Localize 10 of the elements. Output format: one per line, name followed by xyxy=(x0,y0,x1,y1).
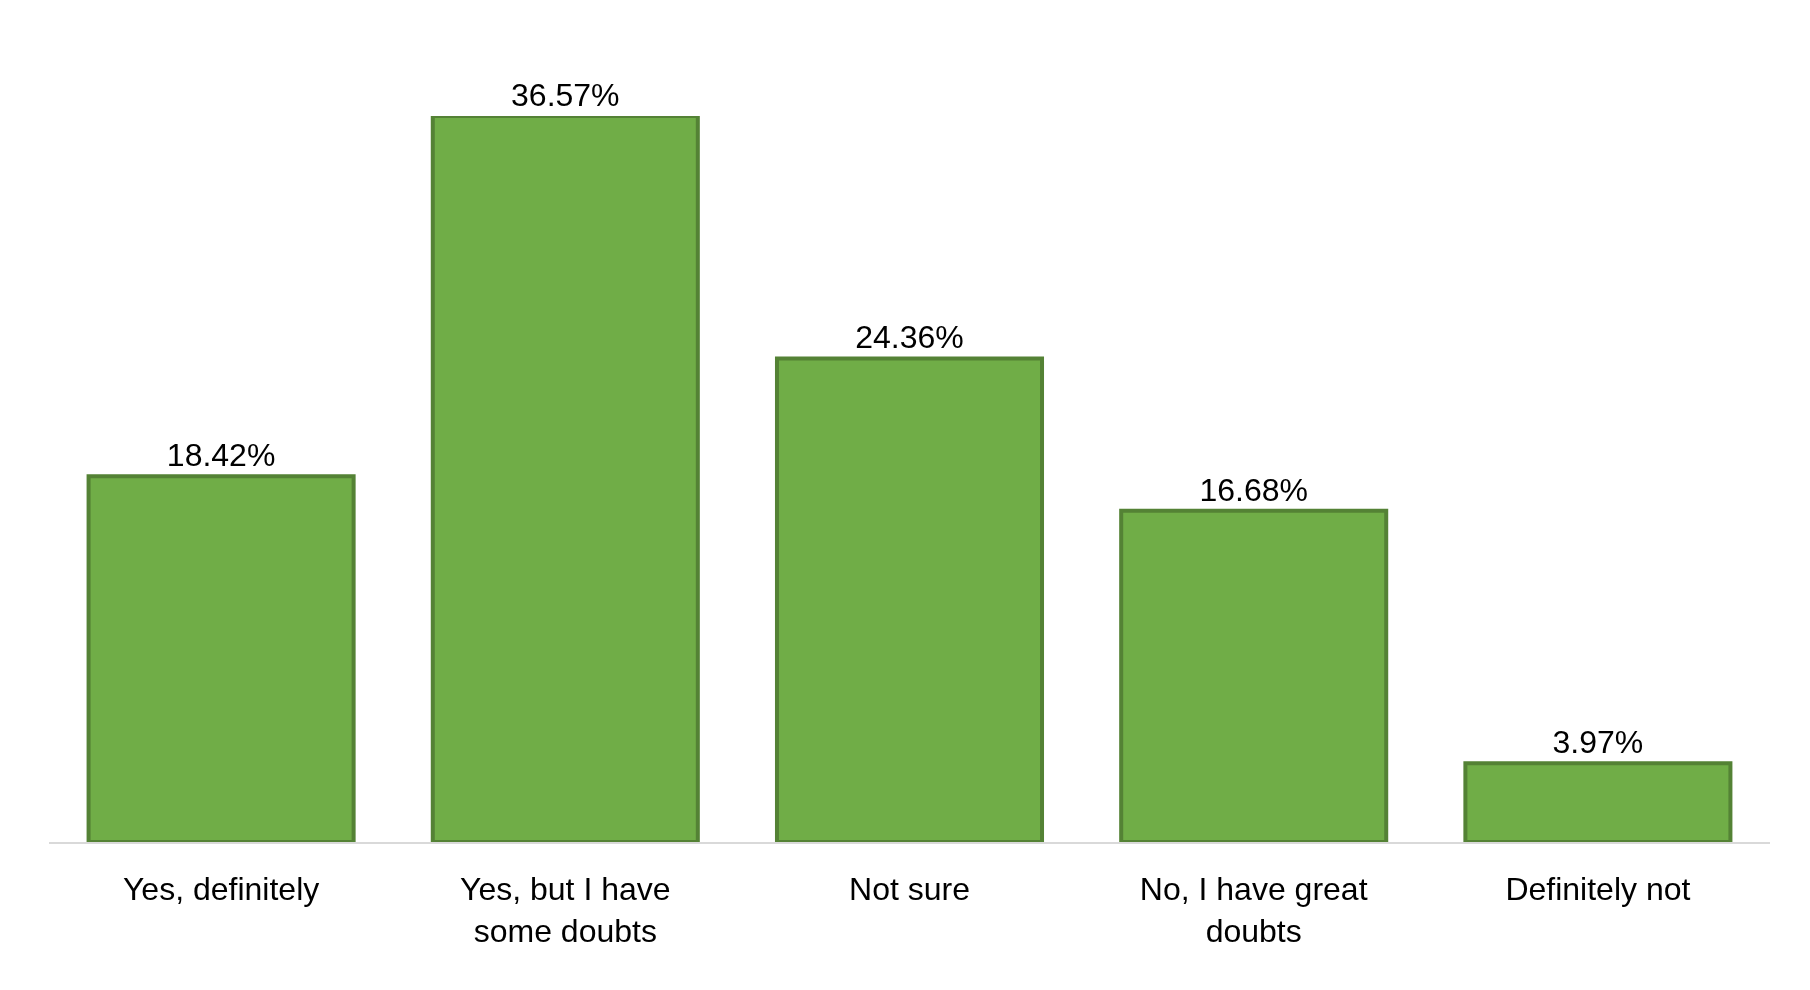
data-label: 3.97% xyxy=(1552,724,1644,761)
data-label: 24.36% xyxy=(855,319,964,356)
data-label: 36.57% xyxy=(511,77,620,113)
x-tick-label: Yes, definitely xyxy=(122,871,320,908)
data-label: 18.42% xyxy=(166,437,276,474)
x-tick-label: No, I have great doubts xyxy=(1139,871,1368,949)
x-tick-label: Definitely not xyxy=(1505,871,1691,908)
x-tick-label: Not sure xyxy=(849,871,970,908)
x-tick-label: Yes, but I have some doubts xyxy=(460,871,671,949)
data-label: 16.68% xyxy=(1199,471,1308,508)
